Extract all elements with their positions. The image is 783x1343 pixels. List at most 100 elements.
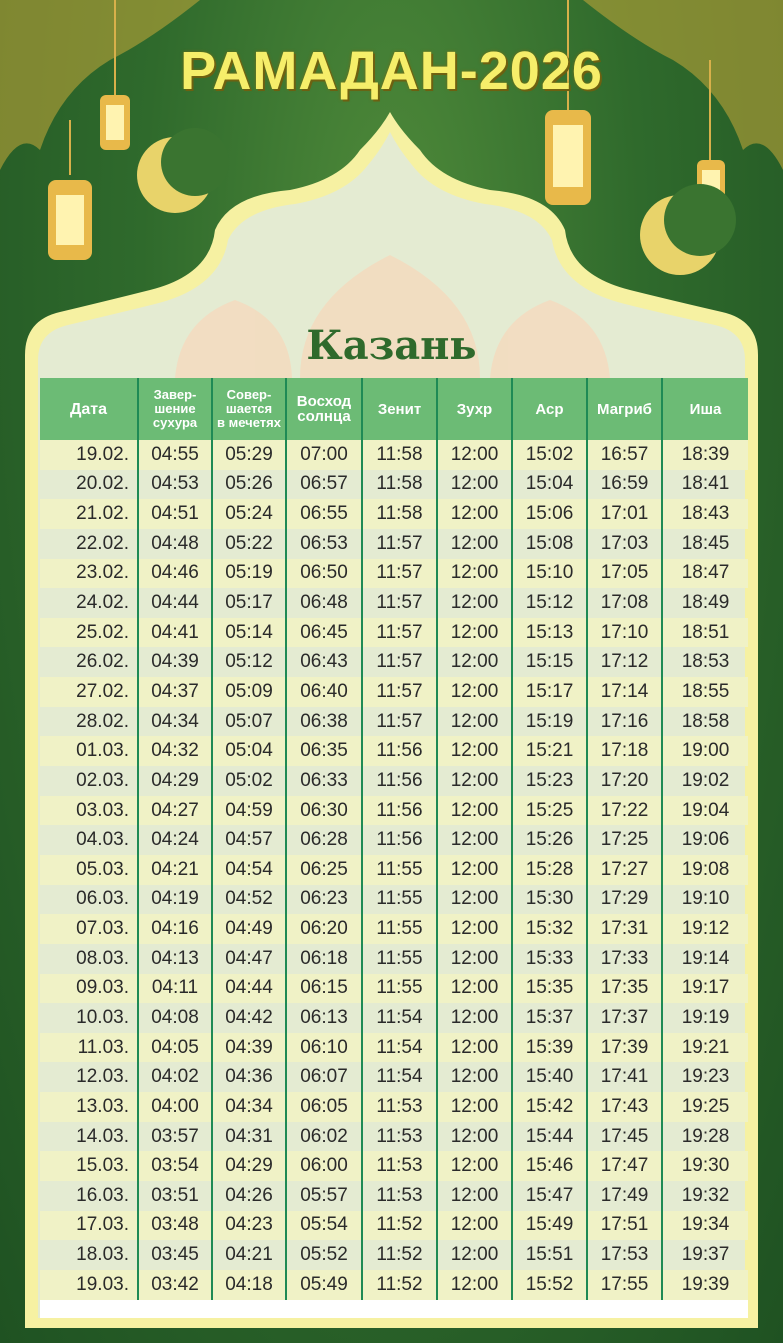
cell-maghrib: 17:27 xyxy=(586,854,662,885)
cell-isha: 19:30 xyxy=(661,1151,748,1182)
table-row: 01.03. 04:32 05:04 06:35 11:56 12:00 15:21 17:1… xyxy=(40,736,748,767)
cell-suhur-end: 04:27 xyxy=(137,795,212,826)
cell-sunrise: 06:02 xyxy=(285,1121,362,1152)
cell-asr: 15:44 xyxy=(511,1121,587,1152)
cell-date: 02.03. xyxy=(76,769,129,791)
cell-isha: 19:21 xyxy=(661,1032,748,1063)
cell-suhur-end: 04:02 xyxy=(137,1062,212,1093)
cell-sunrise: 06:30 xyxy=(285,795,362,826)
table-row: 25.02. 04:41 05:14 06:45 11:57 12:00 15:13 17:1… xyxy=(40,617,748,648)
cell-maghrib: 17:35 xyxy=(586,973,662,1004)
cell-isha: 18:51 xyxy=(661,617,748,648)
cell-maghrib: 17:05 xyxy=(586,558,662,589)
cell-zenith: 11:56 xyxy=(361,825,437,855)
cell-suhur-end: 04:32 xyxy=(137,736,212,767)
header-line: Аср xyxy=(535,400,564,418)
cell-suhur-end: 04:44 xyxy=(137,588,212,618)
cell-date: 22.02. xyxy=(76,532,129,554)
cell-zenith: 11:52 xyxy=(361,1240,437,1270)
cell-date: 19.02. xyxy=(40,440,138,470)
cell-asr: 15:19 xyxy=(511,706,587,737)
table-row: 15.03. 03:54 04:29 06:00 11:53 12:00 15:46 17:4… xyxy=(40,1151,748,1182)
cell-sunrise: 06:23 xyxy=(285,884,362,915)
cell-date: 20.02. xyxy=(76,473,129,495)
cell-date: 13.03. xyxy=(40,1092,138,1122)
cell-zuhr: 12:00 xyxy=(436,825,512,855)
cell-asr: 15:40 xyxy=(511,1062,587,1093)
cell-zenith: 11:54 xyxy=(361,1062,437,1093)
cell-zenith: 11:55 xyxy=(361,854,437,885)
cell-isha: 19:39 xyxy=(661,1269,748,1300)
cell-zenith: 11:57 xyxy=(361,677,437,707)
cell-maghrib: 17:22 xyxy=(586,795,662,826)
cell-isha: 18:53 xyxy=(661,647,748,678)
cell-zuhr: 12:00 xyxy=(436,1003,512,1033)
cell-date: 12.03. xyxy=(76,1066,129,1088)
cell-isha: 18:49 xyxy=(661,588,748,618)
cell-sunrise: 06:00 xyxy=(285,1151,362,1182)
cell-suhur-end: 04:00 xyxy=(137,1092,212,1122)
cell-asr: 15:15 xyxy=(511,647,587,678)
table-row: 04.03. 04:24 04:57 06:28 11:56 12:00 15:26 17:2… xyxy=(40,825,748,855)
cell-sunrise: 06:43 xyxy=(285,647,362,678)
column-header-isha: Иша xyxy=(661,378,748,440)
cell-date: 10.03. xyxy=(76,1006,129,1028)
cell-suhur-end: 04:48 xyxy=(137,528,212,559)
cell-mosque-fajr: 04:39 xyxy=(211,1032,286,1063)
cell-zuhr: 12:00 xyxy=(436,943,512,974)
cell-zuhr: 12:00 xyxy=(436,677,512,707)
cell-sunrise: 06:18 xyxy=(285,943,362,974)
column-header-suhur-end: Завер-шение сухура xyxy=(137,378,212,440)
column-header-date: Дата xyxy=(40,378,138,440)
header-line: шение xyxy=(154,401,196,416)
header-line: Иша xyxy=(689,400,722,418)
cell-mosque-fajr: 04:42 xyxy=(211,1003,286,1033)
cell-mosque-fajr: 04:57 xyxy=(211,825,286,855)
cell-zuhr: 12:00 xyxy=(436,914,512,944)
cell-zuhr: 12:00 xyxy=(436,440,512,470)
header-line: Зенит xyxy=(377,400,422,418)
cell-zuhr: 12:00 xyxy=(436,499,512,529)
cell-suhur-end: 04:19 xyxy=(137,884,212,915)
cell-suhur-end: 03:45 xyxy=(137,1240,212,1270)
cell-mosque-fajr: 05:14 xyxy=(211,617,286,648)
cell-date: 03.03. xyxy=(40,795,138,826)
cell-date: 01.03. xyxy=(40,736,138,767)
column-header-zuhr: Зухр xyxy=(436,378,512,440)
table-row: 12.03. 04:02 04:36 06:07 11:54 12:00 15:40 17:4… xyxy=(40,1062,748,1093)
cell-mosque-fajr: 04:21 xyxy=(211,1240,286,1270)
cell-zenith: 11:56 xyxy=(361,766,437,796)
cell-maghrib: 17:25 xyxy=(586,825,662,855)
cell-zenith: 11:53 xyxy=(361,1121,437,1152)
cell-maghrib: 17:16 xyxy=(586,706,662,737)
table-row: 08.03. 04:13 04:47 06:18 11:55 12:00 15:33 17:3… xyxy=(40,943,748,974)
cell-asr: 15:28 xyxy=(511,854,587,885)
cell-date: 26.02. xyxy=(76,651,129,673)
table-row: 05.03. 04:21 04:54 06:25 11:55 12:00 15:28 17:2… xyxy=(40,854,748,885)
cell-mosque-fajr: 04:44 xyxy=(211,973,286,1004)
cell-zuhr: 12:00 xyxy=(436,766,512,796)
header-line: Восход xyxy=(296,393,352,410)
cell-date: 17.03. xyxy=(40,1210,138,1241)
cell-mosque-fajr: 05:02 xyxy=(211,766,286,796)
cell-suhur-end: 03:57 xyxy=(137,1121,212,1152)
cell-mosque-fajr: 05:26 xyxy=(211,469,286,500)
cell-isha: 18:41 xyxy=(661,469,748,500)
cell-date: 23.02. xyxy=(40,558,138,589)
cell-date: 06.03. xyxy=(76,888,129,910)
column-header-asr: Аср xyxy=(511,378,587,440)
cell-zenith: 11:54 xyxy=(361,1003,437,1033)
cell-suhur-end: 04:24 xyxy=(137,825,212,855)
cell-asr: 15:32 xyxy=(511,914,587,944)
cell-zenith: 11:52 xyxy=(361,1269,437,1300)
cell-sunrise: 05:54 xyxy=(285,1210,362,1241)
cell-suhur-end: 03:54 xyxy=(137,1151,212,1182)
cell-zuhr: 12:00 xyxy=(436,1092,512,1122)
cell-date: 14.03. xyxy=(76,1125,129,1147)
cell-sunrise: 06:28 xyxy=(285,825,362,855)
cell-zenith: 11:53 xyxy=(361,1181,437,1211)
cell-zuhr: 12:00 xyxy=(436,1032,512,1063)
cell-zenith: 11:57 xyxy=(361,558,437,589)
cell-isha: 19:23 xyxy=(661,1062,748,1093)
header-line: шается xyxy=(225,401,273,416)
